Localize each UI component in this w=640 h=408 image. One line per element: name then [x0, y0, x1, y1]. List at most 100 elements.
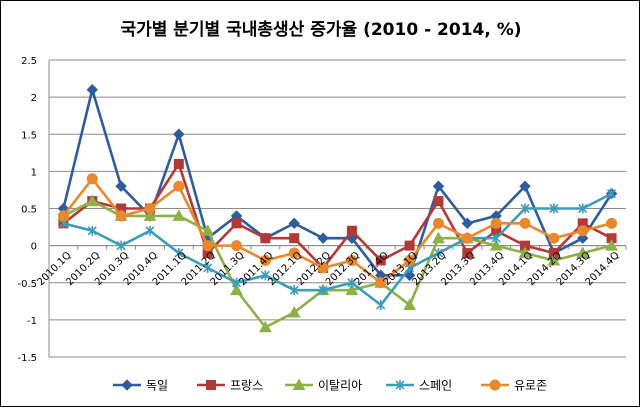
data-point	[260, 270, 270, 281]
data-point	[346, 225, 357, 236]
y-tick-label: -1	[27, 316, 37, 327]
data-point	[231, 277, 242, 288]
legend-item: 이탈리아	[285, 378, 362, 393]
data-point	[201, 224, 215, 236]
y-tick-label: -1.5	[17, 353, 37, 364]
data-point	[121, 379, 133, 391]
data-point	[576, 246, 590, 259]
data-point	[347, 277, 357, 288]
legend-label: 스페인	[419, 379, 452, 393]
data-point	[433, 196, 444, 207]
legend-label: 독일	[146, 379, 168, 393]
series-layer	[57, 83, 618, 333]
data-point	[404, 254, 416, 266]
legend-item: 독일	[113, 379, 168, 393]
data-point	[376, 300, 386, 311]
legend-item: 스페인	[386, 379, 452, 393]
data-point	[57, 210, 69, 222]
data-point	[115, 180, 127, 192]
data-point	[85, 194, 99, 207]
chart-title: 국가별 분기별 국내총생산 증가율 (2010 - 2014, %)	[120, 20, 521, 40]
data-point	[86, 173, 98, 185]
data-point	[288, 247, 300, 259]
legend-label: 유로존	[514, 379, 547, 393]
data-point	[259, 320, 272, 333]
data-point	[462, 248, 473, 259]
y-tick-label: 1.5	[21, 130, 37, 141]
data-point	[607, 188, 617, 199]
data-point	[395, 380, 405, 390]
data-point	[172, 209, 186, 221]
data-point	[259, 254, 271, 266]
data-point	[489, 379, 501, 391]
data-point	[461, 217, 474, 230]
data-point	[432, 180, 445, 192]
data-point	[432, 231, 445, 244]
y-tick-label: -0.5	[17, 279, 37, 290]
legend-label: 이탈리아	[318, 379, 362, 393]
data-point	[206, 380, 216, 390]
y-tick-label: 0	[31, 242, 37, 253]
data-point	[520, 203, 530, 214]
data-point	[145, 225, 155, 236]
data-point	[203, 262, 213, 273]
data-point	[518, 246, 532, 259]
data-point	[230, 283, 243, 296]
data-point	[87, 225, 97, 236]
data-point	[375, 277, 387, 289]
data-point	[174, 248, 184, 259]
legend: 독일 프랑스 이탈리아 스페인 유로존	[113, 378, 547, 393]
data-point	[491, 233, 501, 244]
data-point	[288, 217, 300, 230]
data-point	[606, 217, 618, 229]
series-4	[57, 173, 618, 289]
data-point	[317, 232, 329, 244]
data-point	[144, 203, 156, 214]
data-point	[548, 232, 560, 244]
data-point	[289, 285, 299, 296]
data-point	[578, 203, 588, 214]
data-point	[490, 217, 502, 229]
data-point	[260, 233, 271, 244]
legend-item: 프랑스	[197, 379, 263, 393]
y-tick-label: 2	[31, 93, 37, 104]
series-line	[62, 199, 612, 329]
data-point	[143, 209, 157, 221]
y-tick-label: 1	[31, 167, 37, 178]
data-point	[202, 240, 214, 252]
data-point	[116, 240, 126, 251]
data-point	[287, 305, 301, 318]
data-point	[317, 262, 329, 274]
data-point	[577, 225, 589, 237]
data-point	[489, 239, 503, 251]
legend-label: 프랑스	[230, 379, 263, 393]
y-axis-ticks: 2.5 2 1.5 1 0.5 0 -0.5 -1 -1.5	[17, 56, 37, 364]
y-tick-label: 2.5	[21, 56, 37, 67]
legend-item: 유로존	[481, 379, 547, 393]
data-point	[404, 240, 415, 251]
data-point	[86, 83, 98, 96]
data-point	[173, 180, 185, 192]
data-point	[519, 180, 531, 192]
data-point	[345, 283, 359, 296]
data-point	[433, 248, 444, 259]
data-point	[318, 285, 328, 296]
data-point	[577, 232, 589, 244]
data-point	[432, 217, 444, 229]
data-point	[375, 255, 386, 266]
data-point	[231, 218, 242, 229]
series-line	[63, 192, 613, 307]
data-point	[115, 210, 127, 222]
data-point	[547, 253, 561, 266]
data-point	[519, 217, 531, 229]
data-point	[403, 298, 416, 311]
data-point	[549, 203, 559, 214]
data-point	[461, 232, 473, 244]
data-point	[231, 240, 243, 252]
y-tick-label: 0.5	[21, 205, 37, 216]
data-point	[292, 378, 306, 390]
data-point	[289, 233, 300, 244]
data-point	[173, 158, 184, 169]
